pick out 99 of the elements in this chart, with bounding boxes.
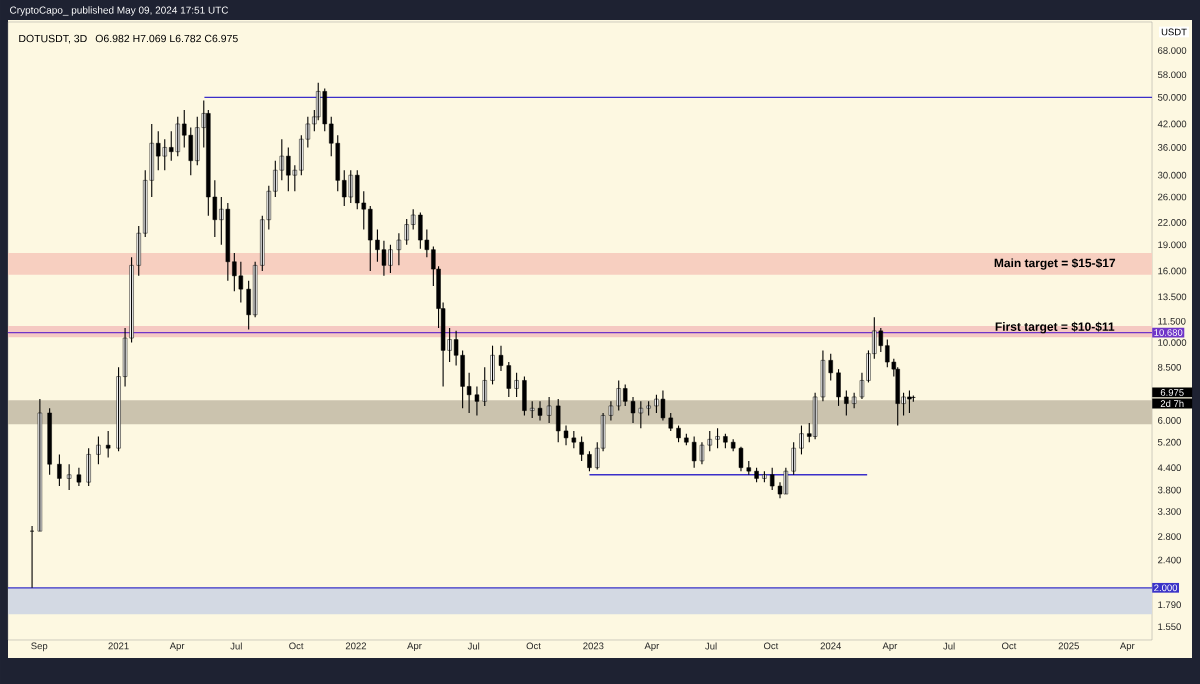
text: O6.982 H7.069 L6.782 C6.975 [95, 34, 238, 43]
candlestick [252, 261, 258, 318]
y-tick-label: 6.000 [1158, 417, 1181, 424]
x-tick-label: Apr [407, 642, 422, 652]
x-tick-label: 2022 [345, 642, 367, 650]
candlestick [623, 383, 628, 407]
y-tick-label: 22.000 [1158, 219, 1187, 226]
candlestick [769, 467, 775, 491]
y-tick-label: 2.800 [1158, 533, 1181, 540]
candlestick [563, 425, 569, 446]
band-label: First target = $10-$11 [995, 321, 1115, 334]
candlestick [738, 446, 744, 472]
candlestick [638, 400, 644, 429]
candlestick [530, 400, 535, 419]
y-tick-label: 1.790 [1158, 601, 1181, 609]
candlestick [691, 435, 697, 469]
y-axis-title: USDT [1161, 28, 1187, 36]
y-tick-label: 10.000 [1158, 339, 1187, 346]
candlestick [96, 435, 101, 465]
candlestick [136, 225, 141, 277]
candlestick [630, 396, 636, 424]
y-tick-label: 30.000 [1157, 171, 1187, 179]
y-tick-label: 16.000 [1158, 267, 1187, 275]
candlestick [646, 400, 651, 416]
y-tick-label: 36.000 [1157, 144, 1187, 151]
y-tick-label: 26.000 [1158, 193, 1187, 201]
candlestick [506, 361, 511, 398]
candlestick [746, 460, 751, 476]
x-tick-label: Jul [467, 642, 480, 650]
text: DOTUSDT, 3D [19, 34, 87, 44]
candlestick [490, 345, 495, 385]
x-tick-label: Apr [1119, 642, 1135, 652]
x-tick-label: Oct [289, 642, 304, 650]
candlestick [836, 368, 841, 407]
x-tick-label: Oct [763, 642, 779, 650]
candlestick [105, 430, 111, 459]
candlestick [368, 205, 373, 272]
candlestick [57, 453, 62, 487]
y-tick-label: 19.000 [1158, 241, 1187, 249]
candlestick [587, 450, 592, 472]
candlestick [828, 353, 833, 381]
y-tick-label: 68.000 [1158, 47, 1187, 54]
text: CryptoCapo_ published May 09, 2024 17:51 UTC [10, 6, 229, 16]
candlestick [482, 366, 487, 407]
candlestick [608, 400, 614, 421]
y-tick-label: 58.000 [1157, 71, 1187, 79]
x-tick-label: Oct [1002, 642, 1017, 650]
x-tick-label: Jul [943, 642, 955, 650]
candlestick [668, 412, 673, 432]
candlestick [86, 447, 91, 487]
candlestick [730, 438, 736, 452]
candlestick [522, 376, 527, 416]
candlestick [791, 441, 796, 476]
candlestick [844, 390, 849, 416]
y-tick-label: 3.300 [1157, 508, 1181, 515]
y-tick-label: 50.000 [1157, 93, 1187, 101]
candlestick [579, 435, 584, 462]
candlestick [799, 425, 804, 455]
y-tick-label: 4.400 [1157, 464, 1181, 472]
text: 6.975 [1160, 389, 1184, 396]
candlestick [762, 470, 767, 483]
y-tick-label: 5.200 [1157, 438, 1181, 446]
text: 2d 7h [1160, 399, 1184, 407]
x-tick-label: 2024 [820, 642, 842, 650]
x-tick-label: Oct [526, 642, 541, 650]
y-tick-label: 1.550 [1158, 623, 1181, 631]
candlestick [246, 280, 251, 330]
candlestick [474, 385, 480, 416]
candlestick [699, 441, 705, 465]
x-tick-label: Jul [705, 642, 717, 650]
candlestick [537, 400, 543, 421]
ref-line-label: 2.000 [1154, 584, 1178, 592]
candlestick [498, 345, 504, 372]
y-tick-label: 42.000 [1157, 120, 1187, 128]
candlestick [715, 427, 720, 449]
x-tick-label: 2025 [1058, 642, 1079, 650]
x-tick-label: 2021 [108, 642, 129, 650]
band-label: Main target = $15-$17 [994, 258, 1116, 270]
y-tick-label: 3.800 [1157, 486, 1181, 494]
y-tick-label: 2.400 [1158, 556, 1181, 564]
candlestick [47, 407, 52, 476]
candlestick [76, 467, 82, 487]
candlestick [404, 218, 409, 246]
candlestick [707, 430, 712, 452]
x-tick-label: Sep [31, 642, 48, 652]
y-tick-label: 8.500 [1157, 363, 1181, 371]
y-tick-label: 11.500 [1158, 317, 1186, 325]
x-tick-label: 2023 [583, 642, 604, 650]
candlestick [410, 208, 416, 231]
x-tick-label: Apr [644, 642, 660, 652]
candlestick [820, 349, 826, 402]
ref-line-label: 10.680 [1154, 329, 1183, 336]
candlestick [616, 379, 621, 412]
x-tick-label: Apr [882, 642, 898, 652]
candlestick [514, 372, 519, 398]
x-tick-label: Apr [169, 642, 185, 652]
candlestick [556, 398, 561, 443]
y-tick-label: 13.500 [1158, 293, 1187, 301]
x-tick-label: Jul [230, 642, 242, 650]
